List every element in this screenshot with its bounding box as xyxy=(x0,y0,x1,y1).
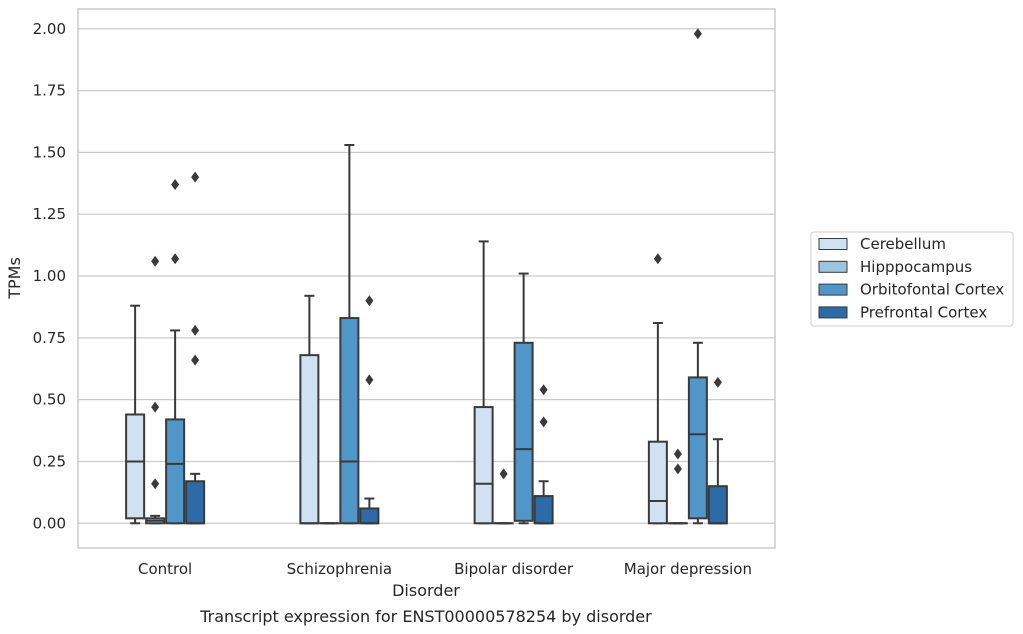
outlier-point xyxy=(365,374,374,386)
y-tick-0-75: 0.75 xyxy=(33,329,66,347)
box-major-depression-prefrontal-cortex xyxy=(707,376,728,525)
y-tick-0-00: 0.00 xyxy=(33,514,66,532)
outlier-point xyxy=(499,468,508,480)
outlier-point xyxy=(151,478,160,490)
y-tick-0-25: 0.25 xyxy=(33,452,66,470)
box-bipolar-disorder-cerebellum xyxy=(473,240,494,525)
box-bipolar-disorder-prefrontal-cortex xyxy=(533,384,554,525)
legend-swatch xyxy=(818,306,848,319)
y-tick-2-00: 2.00 xyxy=(33,20,66,38)
box-groups xyxy=(125,28,728,525)
y-tick-0-50: 0.50 xyxy=(33,391,66,409)
iqr-box xyxy=(299,354,320,525)
box-major-depression-hipppocampus xyxy=(667,448,688,525)
outlier-point xyxy=(191,354,200,366)
box-control-cerebellum xyxy=(125,304,146,525)
iqr-box xyxy=(513,341,534,522)
legend-label: Orbitofontal Cortex xyxy=(860,281,1004,299)
legend-label: Prefrontal Cortex xyxy=(860,303,987,321)
legend-frame xyxy=(810,231,1014,327)
outlier-point xyxy=(673,448,682,460)
legend-label: Hipppocampus xyxy=(860,258,972,276)
iqr-box xyxy=(473,406,494,525)
y-tick-1-00: 1.00 xyxy=(33,267,66,285)
outlier-point xyxy=(151,401,160,413)
iqr-box xyxy=(185,480,206,525)
outlier-point xyxy=(539,384,548,396)
x-tick-schizophrenia: Schizophrenia xyxy=(287,560,392,578)
y-axis-title: TPMs xyxy=(5,257,24,300)
iqr-box xyxy=(165,418,186,525)
y-tick-labels: 0.00 0.25 0.50 0.75 1.00 1.25 1.50 1.75 2.00 xyxy=(33,20,66,532)
x-tick-major-depression: Major depression xyxy=(624,560,752,578)
box-schizophrenia-cerebellum xyxy=(299,294,320,525)
box-major-depression-orbitofontal-cortex xyxy=(687,28,708,525)
legend-swatch xyxy=(818,238,848,250)
legend-item-hipppocampus: Hipppocampus xyxy=(818,258,972,276)
legend-item-prefrontal-cortex: Prefrontal Cortex xyxy=(818,303,987,321)
legend-swatch xyxy=(818,260,848,273)
iqr-box xyxy=(359,507,380,525)
legend: Cerebellum Hipppocampus Orbitofontal Corte… xyxy=(810,231,1014,327)
iqr-box xyxy=(647,440,668,525)
outlier-point xyxy=(191,324,200,336)
iqr-box xyxy=(707,485,728,525)
y-tick-1-50: 1.50 xyxy=(33,143,66,161)
x-axis-title: Disorder xyxy=(392,581,460,600)
box-bipolar-disorder-orbitofontal-cortex xyxy=(513,272,534,525)
box-control-hipppocampus xyxy=(145,255,166,525)
outlier-point xyxy=(653,253,662,265)
x-tick-labels: Control Schizophrenia Bipolar disorder Majo… xyxy=(138,560,752,578)
outlier-point xyxy=(693,28,702,40)
iqr-box xyxy=(339,317,360,525)
outlier-point xyxy=(673,463,682,475)
outlier-point xyxy=(713,376,722,388)
box-control-orbitofontal-cortex xyxy=(165,179,186,525)
box-bipolar-disorder-hipppocampus xyxy=(493,468,514,525)
y-tick-1-75: 1.75 xyxy=(33,82,66,100)
outlier-point xyxy=(171,253,180,265)
iqr-box xyxy=(533,495,554,525)
box-schizophrenia-orbitofontal-cortex xyxy=(339,143,360,525)
legend-item-orbitofontal-cortex: Orbitofontal Cortex xyxy=(818,281,1004,299)
box-control-prefrontal-cortex xyxy=(185,171,206,525)
box-schizophrenia-prefrontal-cortex xyxy=(359,295,380,525)
chart-caption: Transcript expression for ENST0000057825… xyxy=(199,607,652,626)
legend-item-cerebellum: Cerebellum xyxy=(818,235,946,253)
x-tick-bipolar-disorder: Bipolar disorder xyxy=(454,560,574,578)
box-major-depression-cerebellum xyxy=(647,253,668,525)
x-tick-control: Control xyxy=(138,560,192,578)
outlier-point xyxy=(365,295,374,307)
outlier-point xyxy=(539,416,548,428)
iqr-box xyxy=(687,376,708,520)
outlier-point xyxy=(191,171,200,183)
legend-label: Cerebellum xyxy=(860,235,946,253)
outlier-point xyxy=(151,255,160,267)
iqr-box xyxy=(125,413,146,520)
y-tick-1-25: 1.25 xyxy=(33,205,66,223)
legend-swatch xyxy=(818,283,848,296)
outlier-point xyxy=(171,179,180,191)
